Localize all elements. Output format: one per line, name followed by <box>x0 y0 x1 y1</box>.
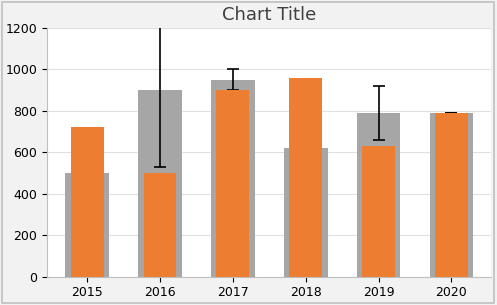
Bar <box>66 173 109 277</box>
Bar <box>429 113 473 277</box>
Bar <box>138 90 182 277</box>
Bar <box>144 173 176 277</box>
Bar <box>362 146 395 277</box>
Bar <box>284 148 328 277</box>
Bar <box>71 127 103 277</box>
Bar <box>211 80 255 277</box>
Bar <box>435 113 468 277</box>
Bar <box>217 90 249 277</box>
Bar <box>357 113 401 277</box>
Bar <box>289 78 322 277</box>
Title: Chart Title: Chart Title <box>222 5 317 23</box>
